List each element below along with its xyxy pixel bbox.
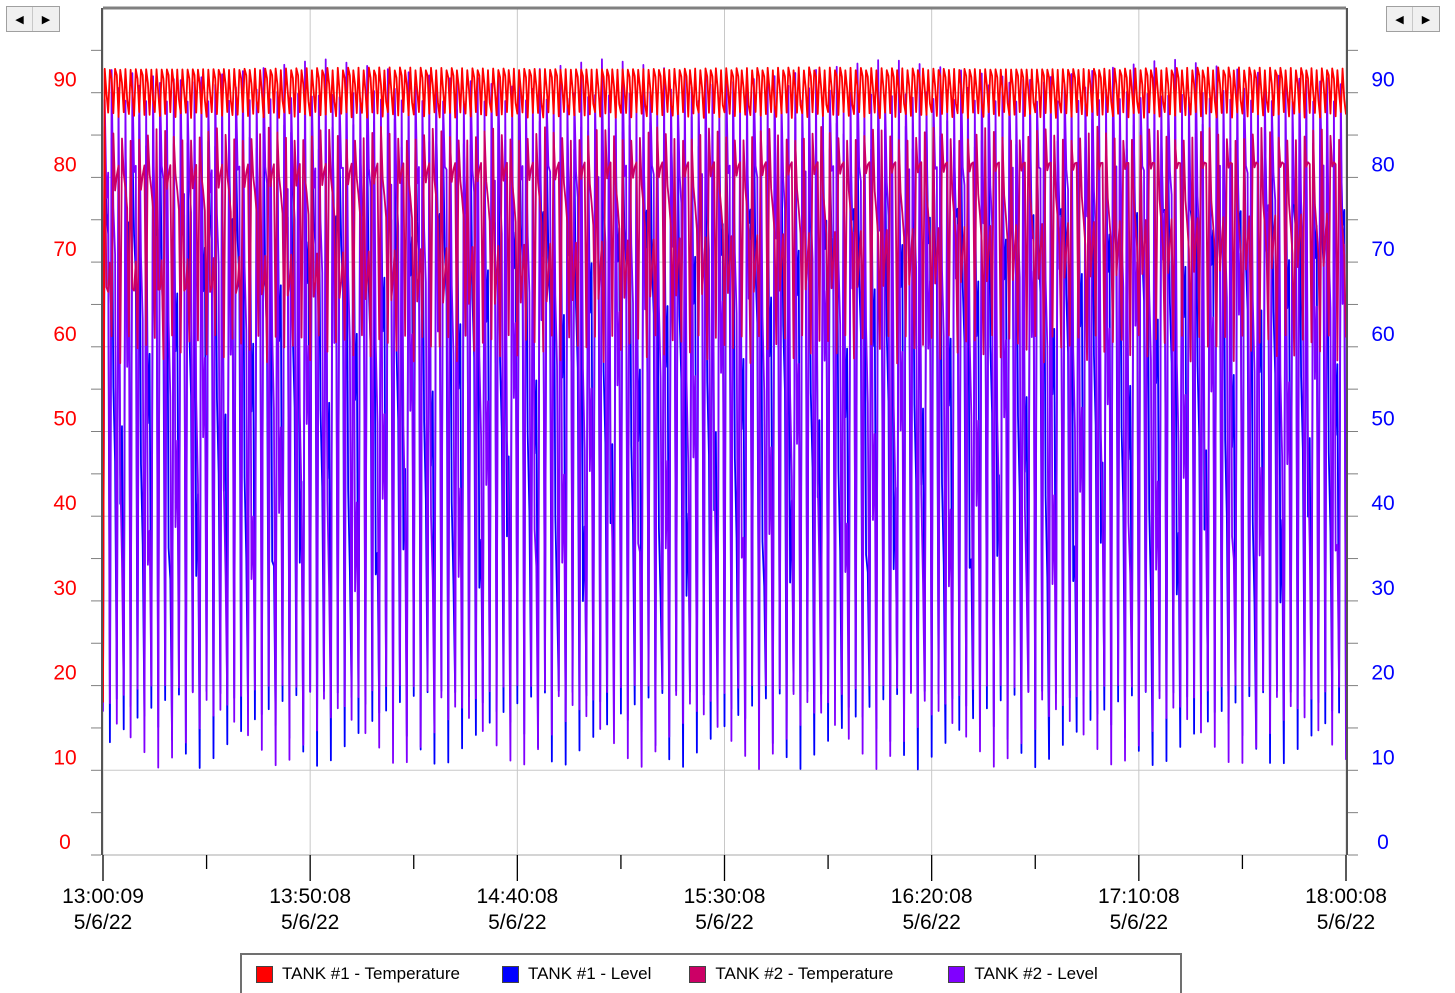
x-tick-label-date: 5/6/22 <box>281 911 339 934</box>
y-tick-label-right: 40 <box>1371 492 1394 515</box>
legend-swatch <box>689 965 707 983</box>
y-tick-label-right: 50 <box>1371 408 1394 431</box>
x-tick-label-date: 5/6/22 <box>902 911 960 934</box>
scroll-left-arrow-icon[interactable]: ◀ <box>1387 7 1413 31</box>
legend-label: TANK #2 - Level <box>974 964 1098 983</box>
scroll-right-arrow-icon[interactable]: ▶ <box>1421 13 1431 26</box>
y-tick-label-right: 80 <box>1371 153 1394 176</box>
y-tick-label-left: 50 <box>53 408 76 431</box>
y-tick-label-left: 80 <box>53 153 76 176</box>
y-tick-label-left: 70 <box>53 238 76 261</box>
x-tick-label-date: 5/6/22 <box>488 911 546 934</box>
x-tick-label-time: 15:30:08 <box>684 885 766 908</box>
y-tick-label-right: 30 <box>1371 577 1394 600</box>
right-scroll-buttons: ◀ ▶ <box>1386 6 1440 32</box>
legend-item: TANK #1 - Temperature <box>256 964 460 984</box>
x-tick-label-time: 17:10:08 <box>1098 885 1180 908</box>
legend-label: TANK #1 - Temperature <box>282 964 460 983</box>
x-tick-label-time: 16:20:08 <box>891 885 973 908</box>
series-line-tank-1-temperature <box>102 66 1347 703</box>
legend-label: TANK #2 - Temperature <box>715 964 894 983</box>
x-tick-label-time: 18:00:08 <box>1305 885 1387 908</box>
legend-item: TANK #2 - Temperature <box>689 964 893 984</box>
scroll-right-arrow-icon[interactable]: ▶ <box>41 13 51 26</box>
y-tick-label-left: 60 <box>53 323 76 346</box>
legend-swatch <box>256 965 273 983</box>
left-scroll-buttons: ◀ ▶ <box>6 6 60 32</box>
x-tick-label-time: 13:50:08 <box>269 885 351 908</box>
series-line-tank-2-temperature <box>102 125 1347 365</box>
x-tick-label-time: 13:00:09 <box>62 885 144 908</box>
y-tick-label-left: 40 <box>53 492 76 515</box>
y-tick-label-right: 60 <box>1371 323 1394 346</box>
x-tick-label-date: 5/6/22 <box>74 911 132 934</box>
y-tick-label-right: 20 <box>1371 662 1394 685</box>
x-tick-label-time: 14:40:08 <box>476 885 558 908</box>
y-tick-label-right: 0 <box>1377 831 1389 854</box>
y-tick-label-left: 90 <box>53 69 76 92</box>
legend-item: TANK #1 - Level <box>501 964 652 984</box>
chart-legend: TANK #1 - Temperature TANK #1 - Level TANK… <box>240 953 1182 993</box>
y-tick-label-right: 70 <box>1371 238 1394 261</box>
legend-swatch <box>948 965 966 983</box>
y-tick-label-left: 0 <box>59 831 71 854</box>
y-tick-label-right: 10 <box>1371 746 1394 769</box>
x-tick-label-date: 5/6/22 <box>1317 911 1375 934</box>
legend-item: TANK #2 - Level <box>948 964 1098 984</box>
scroll-left-arrow-icon[interactable]: ◀ <box>7 7 33 31</box>
y-tick-label-right: 90 <box>1371 69 1394 92</box>
series-line-tank-2-level <box>102 58 1347 771</box>
trend-chart: 0 10 20 30 40 50 60 70 80 90 0 10 20 30 40 50 60 70 80 90 13… <box>53 6 1395 934</box>
x-tick-label-date: 5/6/22 <box>1110 911 1168 934</box>
x-tick-label-date: 5/6/22 <box>695 911 753 934</box>
y-tick-label-left: 20 <box>53 662 76 685</box>
y-tick-label-left: 10 <box>53 746 76 769</box>
legend-label: TANK #1 - Level <box>527 964 652 983</box>
legend-swatch <box>501 965 519 983</box>
y-tick-label-left: 30 <box>53 577 76 600</box>
